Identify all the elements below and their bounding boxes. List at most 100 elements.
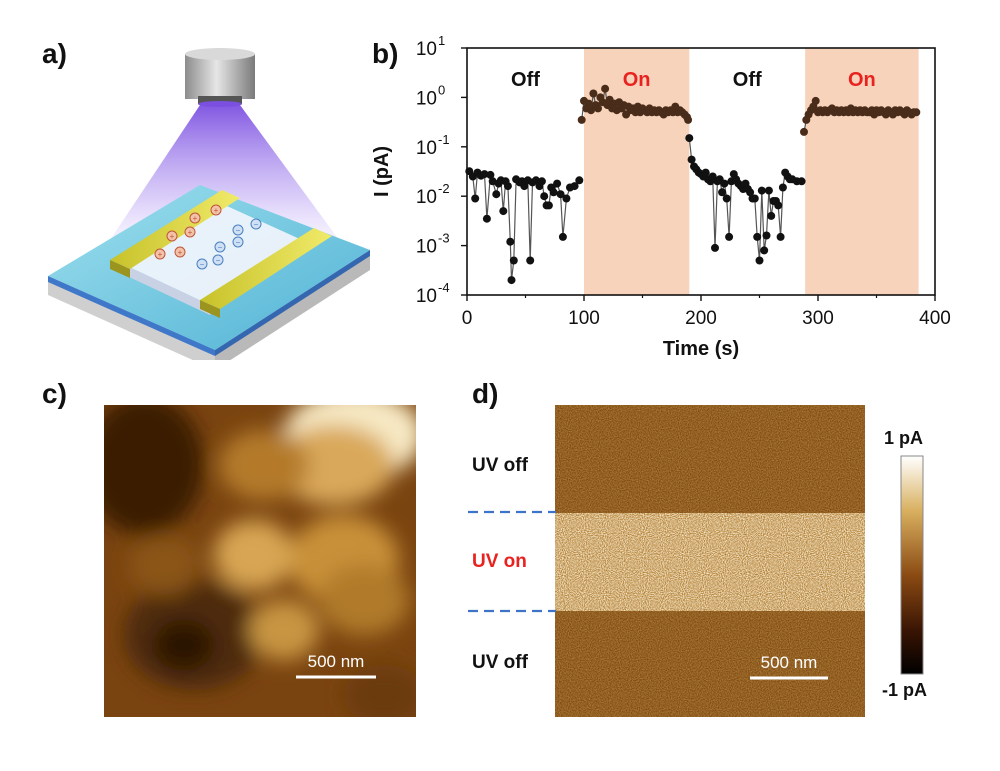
x-tick-label-0: 0 — [462, 308, 473, 329]
data-point-off-1-12 — [499, 207, 508, 216]
data-point-off-1-7 — [486, 170, 495, 179]
on-region-3 — [805, 48, 919, 295]
region-label-3: On — [848, 69, 876, 91]
data-point-on-1-46 — [684, 115, 693, 124]
y-tick-exponent-0: 1 — [438, 33, 445, 48]
data-point-on-1-3 — [584, 99, 593, 108]
region-label-2: Off — [733, 69, 762, 91]
x-tick-label-1: 100 — [568, 308, 600, 329]
data-point-off-1-34 — [556, 190, 565, 199]
data-point-off-2-40 — [778, 183, 787, 192]
ion-markers: + + + + + + − − − − − − — [154, 204, 262, 270]
x-tick-label-2: 200 — [685, 308, 717, 329]
data-point-off-2-29 — [753, 232, 762, 241]
current-map-image: 500 nm — [555, 405, 865, 717]
x-tick-label-3: 300 — [802, 308, 834, 329]
data-point-off-2-15 — [720, 179, 729, 188]
data-point-on-2-0 — [800, 127, 808, 136]
y-tick-label-5: 10 — [416, 286, 437, 307]
series-line-off-2 — [688, 138, 802, 261]
photocurrent-chart: Off On Off On 0 100 200 300 400 10 110 010 -110 -21… — [371, 33, 951, 360]
data-point-off-2-39 — [776, 232, 785, 241]
x-axis-label: Time (s) — [663, 338, 739, 360]
colorbar-max-label: 1 pA — [884, 428, 924, 448]
uv-off-top-label: UV off — [472, 455, 528, 476]
y-tick-exponent-5: -4 — [438, 280, 450, 295]
data-point-off-2-31 — [757, 186, 766, 195]
panel-label-c: c) — [42, 378, 67, 409]
y-axis-label: I (pA) — [371, 146, 393, 197]
data-point-off-2-0 — [685, 134, 694, 143]
svg-text:−: − — [216, 256, 221, 265]
data-point-off-2-35 — [767, 211, 776, 220]
data-point-on-1-10 — [601, 84, 610, 93]
uv-lamp-icon — [185, 48, 255, 107]
y-tick-label-2: 10 — [416, 138, 437, 159]
svg-text:+: + — [158, 250, 163, 259]
data-point-off-1-21 — [520, 182, 529, 191]
panel-label-d: d) — [472, 378, 499, 409]
data-point-off-1-28 — [540, 192, 549, 201]
data-point-off-1-17 — [509, 256, 518, 265]
y-tick-label-0: 10 — [416, 39, 437, 60]
svg-text:−: − — [218, 243, 223, 252]
map-scale-bar-label: 500 nm — [761, 653, 818, 672]
afm-scale-bar-label: 500 nm — [308, 652, 365, 671]
data-point-off-2-14 — [718, 188, 727, 197]
data-point-off-1-15 — [506, 237, 515, 246]
data-point-off-2-17 — [725, 232, 734, 241]
data-point-off-1-14 — [503, 182, 512, 191]
region-label-1: On — [623, 69, 651, 91]
data-point-on-2-48 — [912, 108, 921, 117]
dashed-separators — [468, 510, 556, 613]
data-point-off-2-26 — [746, 188, 755, 197]
svg-text:+: + — [170, 232, 175, 241]
data-point-off-1-9 — [492, 190, 501, 199]
data-point-off-2-32 — [760, 246, 769, 255]
uv-on-label: UV on — [472, 551, 527, 572]
data-point-on-1-7 — [594, 104, 602, 113]
data-point-off-2-33 — [762, 231, 771, 240]
data-point-on-1-0 — [577, 115, 586, 124]
data-point-off-1-27 — [537, 177, 546, 186]
svg-text:+: + — [188, 228, 193, 237]
data-point-off-2-28 — [750, 194, 759, 203]
colorbar-min-label: -1 pA — [882, 680, 927, 700]
svg-text:−: − — [254, 220, 259, 229]
y-tick-exponent-2: -1 — [438, 132, 450, 147]
y-tick-label-1: 10 — [416, 88, 437, 109]
data-point-off-2-1 — [687, 155, 696, 164]
data-point-off-1-38 — [570, 182, 579, 191]
data-point-off-2-46 — [797, 177, 806, 186]
data-point-off-1-6 — [482, 214, 491, 223]
y-tick-exponent-1: 0 — [438, 82, 445, 97]
data-point-off-2-34 — [764, 186, 773, 195]
uv-off-bottom-label: UV off — [472, 652, 528, 673]
data-point-off-1-30 — [544, 201, 553, 210]
data-point-on-2-5 — [811, 96, 820, 105]
data-point-off-2-38 — [774, 201, 783, 210]
device-schematic: + + + + + + − − − − − − — [48, 48, 370, 360]
svg-text:−: − — [236, 226, 241, 235]
data-point-on-1-5 — [589, 89, 598, 98]
svg-text:+: + — [214, 206, 219, 215]
region-label-0: Off — [511, 69, 540, 91]
data-point-off-2-16 — [722, 194, 731, 203]
data-point-off-1-2 — [471, 194, 480, 203]
data-point-off-2-7 — [701, 168, 710, 177]
y-tick-exponent-3: -2 — [438, 181, 450, 196]
gold-electrodes — [110, 190, 332, 318]
data-point-off-1-36 — [562, 194, 571, 203]
svg-text:−: − — [236, 238, 241, 247]
svg-text:+: + — [193, 214, 198, 223]
y-tick-label-4: 10 — [416, 237, 437, 258]
y-tick-label-3: 10 — [416, 187, 437, 208]
data-point-off-1-25 — [532, 176, 540, 185]
y-tick-exponent-4: -3 — [438, 231, 450, 246]
colorbar — [900, 455, 924, 675]
svg-text:+: + — [178, 248, 183, 257]
data-point-off-1-32 — [549, 188, 558, 197]
data-point-off-1-35 — [558, 232, 567, 241]
afm-topography-image: 500 nm — [104, 405, 416, 717]
x-tick-label-4: 400 — [919, 308, 951, 329]
